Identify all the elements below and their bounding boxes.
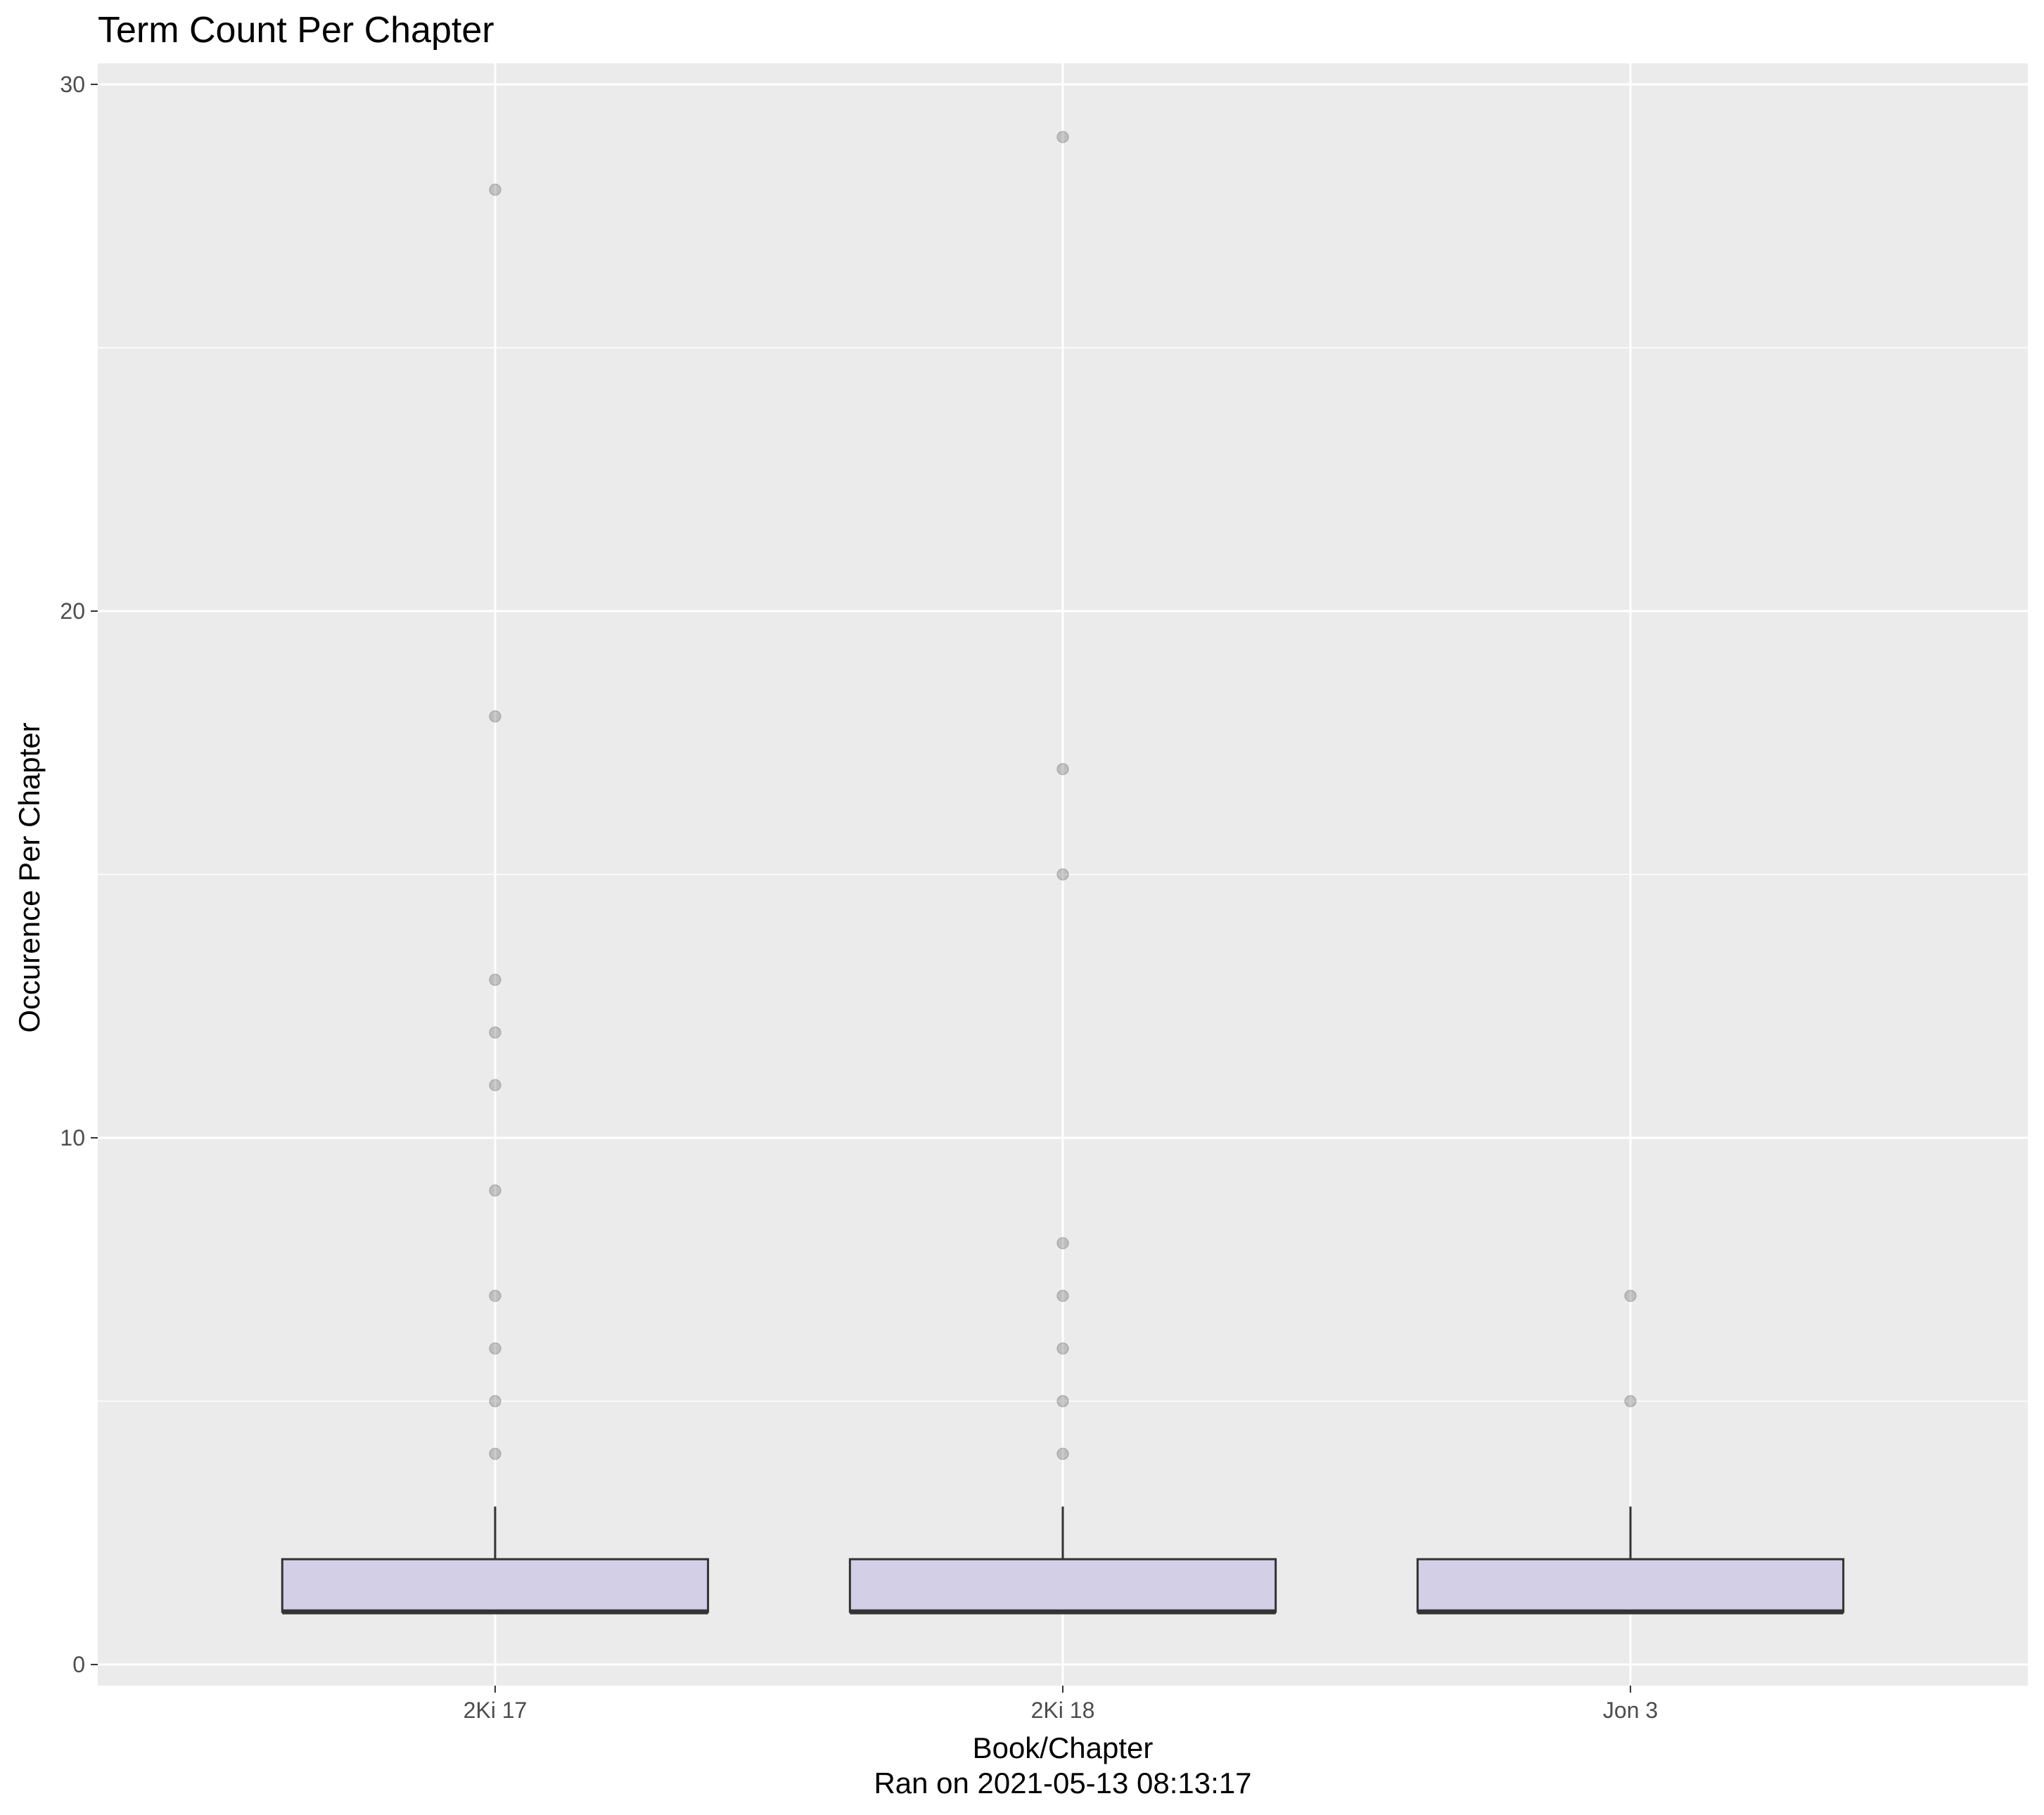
outlier-point [1056, 131, 1069, 143]
outlier-point [1056, 1447, 1069, 1461]
chart-caption: Ran on 2021-05-13 08:13:17 [874, 1766, 1251, 1800]
outlier-point [489, 710, 502, 723]
x-tick-label: 2Ki 18 [1031, 1698, 1095, 1723]
outlier-point [489, 973, 502, 987]
x-tick-label: 2Ki 17 [464, 1698, 528, 1723]
box [281, 1558, 710, 1613]
outlier-point [1056, 868, 1069, 881]
outlier-point [489, 1079, 502, 1091]
outlier-point [1056, 1394, 1069, 1408]
y-tick-label: 20 [60, 598, 85, 624]
outlier-point [489, 1026, 502, 1039]
outlier-point [489, 1447, 502, 1461]
y-tick-label: 10 [60, 1125, 85, 1150]
outlier-point [1624, 1394, 1637, 1408]
outlier-point [489, 1289, 502, 1302]
box [848, 1558, 1277, 1613]
x-axis-ticks: 2Ki 17 2Ki 18 Jon 3 [464, 1686, 1658, 1723]
boxes [281, 1506, 1845, 1615]
chart-title: Term Count Per Chapter [98, 10, 494, 51]
y-axis-ticks: 0 10 20 30 [60, 72, 98, 1677]
outlier-points [489, 131, 1637, 1461]
outlier-point [489, 184, 502, 196]
grid-lines [98, 63, 2028, 1686]
outlier-point [489, 1394, 502, 1408]
box [1416, 1558, 1845, 1613]
outlier-point [1056, 1237, 1069, 1250]
y-tick-label: 0 [72, 1652, 85, 1677]
outlier-point [489, 1184, 502, 1197]
x-axis-title: Book/Chapter [973, 1731, 1154, 1764]
outlier-point [489, 1342, 502, 1355]
outlier-point [1056, 762, 1069, 776]
outlier-point [1056, 1289, 1069, 1302]
outlier-point [1624, 1289, 1637, 1302]
y-axis-title: Occurence Per Chapter [13, 722, 46, 1032]
outlier-point [1056, 1342, 1069, 1355]
y-tick-label: 30 [60, 72, 85, 97]
x-tick-label: Jon 3 [1603, 1698, 1658, 1723]
